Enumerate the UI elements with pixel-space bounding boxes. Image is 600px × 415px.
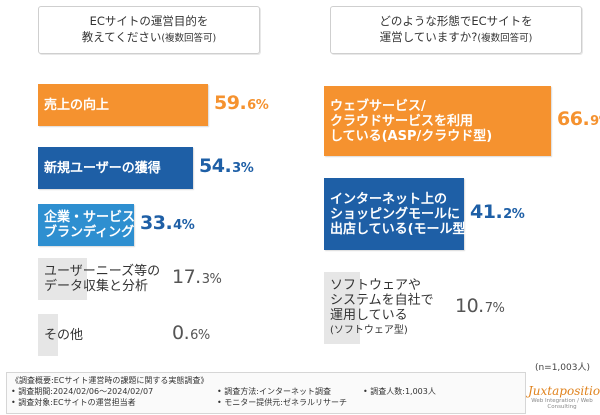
left-chart-title: ECサイトの運営目的を 教えてください(複数回答可)	[38, 6, 260, 54]
bar-label-0-2: 企業・サービスの ブランディング	[44, 210, 149, 240]
left-title-note: (複数回答可)	[161, 33, 217, 44]
value-label-0-2: 33.4%	[140, 212, 195, 234]
survey-overview: 《調査概要:ECサイト運営時の課題に関する実態調査》	[11, 376, 209, 385]
survey-count: • 調査人数:1,003人	[363, 387, 436, 396]
right-chart-title: どのような形態でECサイトを 運営していますか?(複数回答可)	[330, 6, 582, 54]
right-title-note: (複数回答可)	[477, 33, 533, 44]
survey-target: • 調査対象:ECサイトの運営担当者	[11, 398, 136, 407]
survey-method: • 調査方法:インターネット調査	[217, 387, 331, 396]
bar-0-3: ユーザーニーズ等の データ収集と分析	[38, 258, 160, 300]
bar-0-1: 新規ユーザーの獲得	[38, 147, 193, 189]
bar-label-1-0: ウェブサービス/クラウドサービスを利用 している(ASP/クラウド型)	[330, 98, 493, 144]
logo-tagline: Web Integration / Web Consulting	[531, 398, 593, 410]
survey-monitor: • モニター提供元:ゼネラルリサーチ	[217, 398, 347, 407]
bar-label-0-0: 売上の向上	[44, 97, 110, 113]
value-label-0-0: 59.6%	[214, 92, 269, 114]
survey-overview-box: 《調査概要:ECサイト運営時の課題に関する実態調査》 • 調査期間:2024/0…	[6, 372, 526, 414]
survey-period: • 調査期間:2024/02/06〜2024/02/07	[11, 387, 154, 396]
logo-name: Juxtaposition	[528, 384, 600, 398]
value-label-1-2: 10.7%	[455, 295, 505, 317]
value-label-1-0: 66.9%	[557, 108, 600, 130]
bar-label-1-2: ソフトウェアや システムを自社で 運用している (ソフトウェア型)	[330, 278, 434, 336]
right-chart: どのような形態でECサイトを 運営していますか?(複数回答可) ウェブサービス/…	[300, 0, 600, 360]
value-label-1-1: 41.2%	[470, 201, 525, 223]
bar-label-0-4: その他	[44, 327, 84, 343]
bar-1-2: ソフトウェアや システムを自社で 運用している (ソフトウェア型)	[324, 272, 434, 344]
value-label-0-1: 54.3%	[199, 155, 254, 177]
company-logo: Juxtaposition Web Integration / Web Cons…	[528, 372, 600, 412]
bar-label-0-3: ユーザーニーズ等の データ収集と分析	[44, 264, 161, 294]
value-label-0-3: 17.3%	[172, 266, 222, 288]
left-title-line-1: ECサイトの運営目的を	[89, 14, 209, 28]
bar-label-1-1: インターネット上の ショッピングモールに 出店している(モール型)	[330, 191, 472, 237]
sample-size-note: (n=1,003人)	[534, 363, 590, 373]
bar-1-0: ウェブサービス/クラウドサービスを利用 している(ASP/クラウド型)	[324, 86, 551, 156]
bar-0-2: 企業・サービスの ブランディング	[38, 204, 148, 246]
left-chart: ECサイトの運営目的を 教えてください(複数回答可) 売上の向上 59.6% 新規ユ…	[0, 0, 300, 360]
left-title-line-2: 教えてください	[81, 30, 162, 44]
bar-label-0-1: 新規ユーザーの獲得	[44, 160, 161, 176]
right-title-line-1: どのような形態でECサイトを	[379, 14, 533, 28]
right-title-line-2: 運営していますか?	[379, 30, 478, 44]
bar-0-0: 売上の向上	[38, 84, 208, 126]
value-label-0-4: 0.6%	[172, 322, 210, 344]
bar-0-4: その他	[38, 314, 83, 356]
bar-1-1: インターネット上の ショッピングモールに 出店している(モール型)	[324, 178, 472, 250]
